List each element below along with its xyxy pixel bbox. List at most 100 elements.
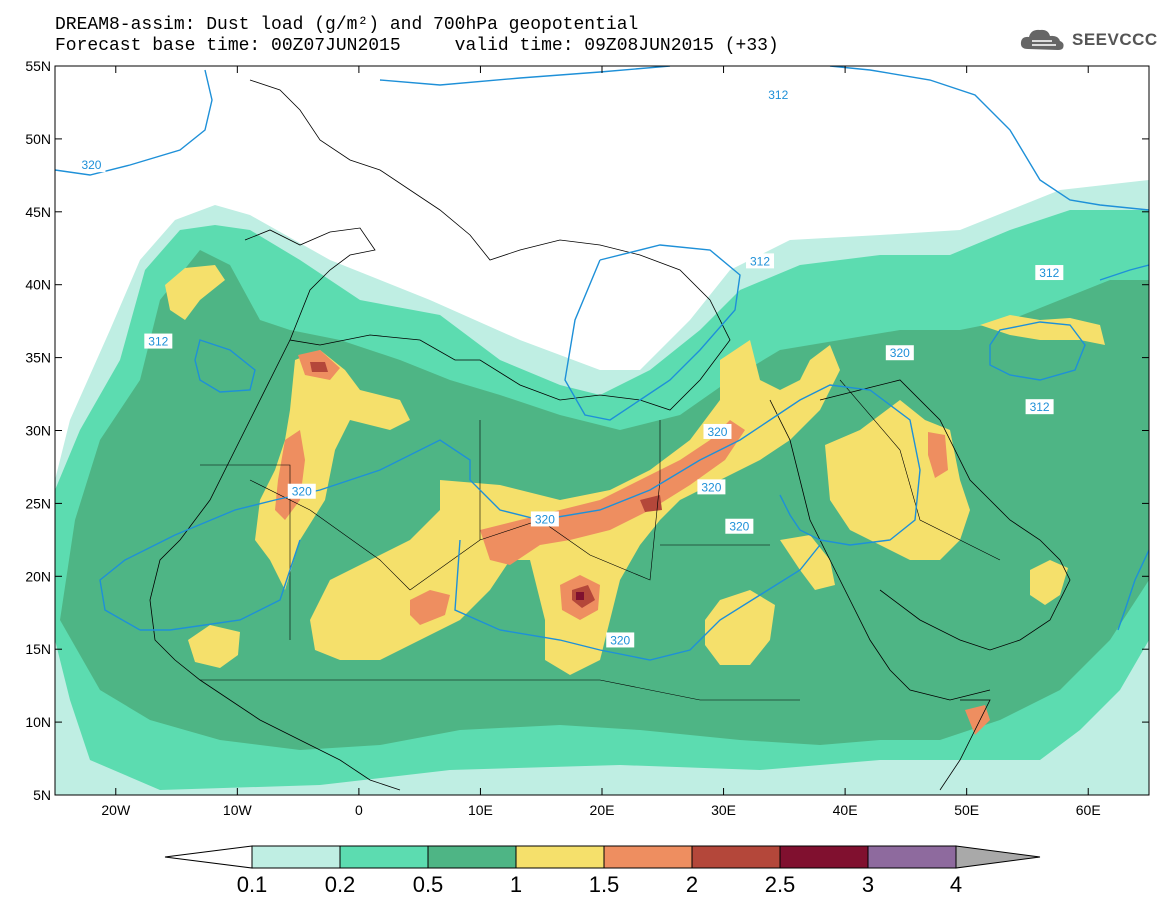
contour-label-text: 320 xyxy=(81,158,101,172)
colorbar-label: 0.5 xyxy=(413,872,444,897)
dust-band-2 xyxy=(640,495,662,512)
dust-band-1 xyxy=(255,350,410,590)
geopotential-contours xyxy=(55,66,1149,661)
logo-text: SEEVCCC xyxy=(1072,30,1158,49)
coastlines xyxy=(149,79,1071,791)
contour-label: 320 xyxy=(530,511,559,527)
colorbar-label: 2 xyxy=(686,872,698,897)
contour-label: 320 xyxy=(77,157,106,173)
lon-tick-label: 40E xyxy=(833,802,858,818)
contour-label-bg xyxy=(287,483,316,499)
lon-axis: 20W 10W 0 10E 20E 30E 40E 50E 60E xyxy=(101,66,1101,818)
lat-tick-label: 50N xyxy=(25,131,51,147)
dust-band-1 xyxy=(188,625,240,668)
colorbar-swatch xyxy=(603,845,693,869)
colorbar-swatch xyxy=(867,845,957,869)
lon-tick-label: 10E xyxy=(468,802,493,818)
colorbar-swatch xyxy=(251,845,341,869)
contour-label-text: 320 xyxy=(292,485,312,499)
lat-axis: 55N 50N 45N 40N 35N 30N 25N 20N 15N 10N 5N xyxy=(25,58,1149,803)
colorbar-swatch xyxy=(691,845,781,869)
lon-tick-label: 20W xyxy=(101,802,131,818)
contour-label: 320 xyxy=(606,632,635,648)
contour-label-bg xyxy=(77,157,106,173)
contour-label-bg xyxy=(144,333,173,349)
lat-tick-label: 15N xyxy=(25,641,51,657)
lat-tick-label: 45N xyxy=(25,204,51,220)
lat-tick-label: 10N xyxy=(25,714,51,730)
contour-320-far-east xyxy=(1117,549,1149,631)
border-line xyxy=(200,679,800,701)
colorbar-label: 0.1 xyxy=(237,872,268,897)
colorbar-label: 0.2 xyxy=(325,872,356,897)
lat-tick-label: 5N xyxy=(33,787,51,803)
contour-label: 320 xyxy=(287,483,316,499)
colorbar-high-arrow xyxy=(955,845,1041,869)
contour-label-text: 312 xyxy=(768,88,788,102)
dust-band-1 xyxy=(1030,560,1068,605)
border-line xyxy=(249,479,411,591)
contour-label-bg xyxy=(703,423,732,439)
coastline-somalia xyxy=(939,699,991,791)
chart-subtitle: Forecast base time: 00Z07JUN2015 valid t… xyxy=(55,36,779,56)
lon-tick-label: 10W xyxy=(223,802,253,818)
contour-label-text: 320 xyxy=(535,512,555,526)
dust-band-1.5 xyxy=(928,432,948,478)
colorbar: 0.1 0.2 0.5 1 1.5 2 2.5 3 4 xyxy=(164,845,1041,897)
lon-tick-label: 60E xyxy=(1076,802,1101,818)
colorbar-low-arrow xyxy=(164,845,253,869)
lon-tick-label: 0 xyxy=(355,802,363,818)
contour-label-bg xyxy=(725,518,754,534)
lat-tick-label: 40N xyxy=(25,277,51,293)
contour-label: 320 xyxy=(885,345,914,361)
contour-312-north xyxy=(379,66,671,86)
cloud-logo-icon xyxy=(1020,29,1064,50)
contour-label-text: 320 xyxy=(610,633,630,647)
coastline-arabia xyxy=(819,379,1071,651)
dust-band-2.5 xyxy=(576,592,584,600)
colorbar-swatch xyxy=(515,845,605,869)
colorbar-label: 1.5 xyxy=(589,872,620,897)
contour-label: 312 xyxy=(144,333,173,349)
dust-band-1 xyxy=(165,265,225,320)
borders xyxy=(200,379,1001,701)
contour-320-central xyxy=(454,539,821,661)
contour-label-text: 312 xyxy=(750,254,770,268)
colorbar-swatch xyxy=(427,845,517,869)
lon-tick-label: 50E xyxy=(954,802,979,818)
dust-band-1.5 xyxy=(480,420,745,565)
valid-time: valid time: 09Z08JUN2015 (+33) xyxy=(454,36,779,56)
forecast-base-time: Forecast base time: 00Z07JUN2015 xyxy=(55,36,401,56)
lat-tick-label: 25N xyxy=(25,495,51,511)
contour-label: 320 xyxy=(703,423,732,439)
contour-label-bg xyxy=(606,632,635,648)
contour-label: 312 xyxy=(746,253,775,269)
contour-label-bg xyxy=(764,87,793,103)
contour-312-west xyxy=(194,339,256,393)
contour-label-text: 312 xyxy=(1030,400,1050,414)
border-line xyxy=(839,379,1001,561)
contour-label-bg xyxy=(885,345,914,361)
lat-tick-label: 30N xyxy=(25,423,51,439)
contour-label: 312 xyxy=(1035,265,1064,281)
colorbar-label: 1 xyxy=(510,872,522,897)
colorbar-label: 3 xyxy=(862,872,874,897)
colorbar-swatch xyxy=(779,845,869,869)
contour-320-east xyxy=(989,321,1086,381)
lon-tick-label: 20E xyxy=(590,802,615,818)
contour-labels: 312 312 312 312 320 320 320 320 320 320 320 320 312 xyxy=(77,87,1064,648)
contour-312-mediterranean xyxy=(564,244,741,421)
contour-label-bg xyxy=(697,479,726,495)
colorbar-label: 2.5 xyxy=(765,872,796,897)
border-line xyxy=(200,464,291,640)
dust-band-1 xyxy=(980,315,1105,345)
contour-label-bg xyxy=(530,511,559,527)
contour-312-caspian xyxy=(1099,264,1149,281)
chart-title: DREAM8-assim: Dust load (g/m²) and 700hP… xyxy=(55,15,639,35)
lat-tick-label: 20N xyxy=(25,568,51,584)
contour-label: 320 xyxy=(697,479,726,495)
contour-label-text: 320 xyxy=(890,346,910,360)
colorbar-swatch xyxy=(339,845,429,869)
contour-label: 312 xyxy=(764,87,793,103)
